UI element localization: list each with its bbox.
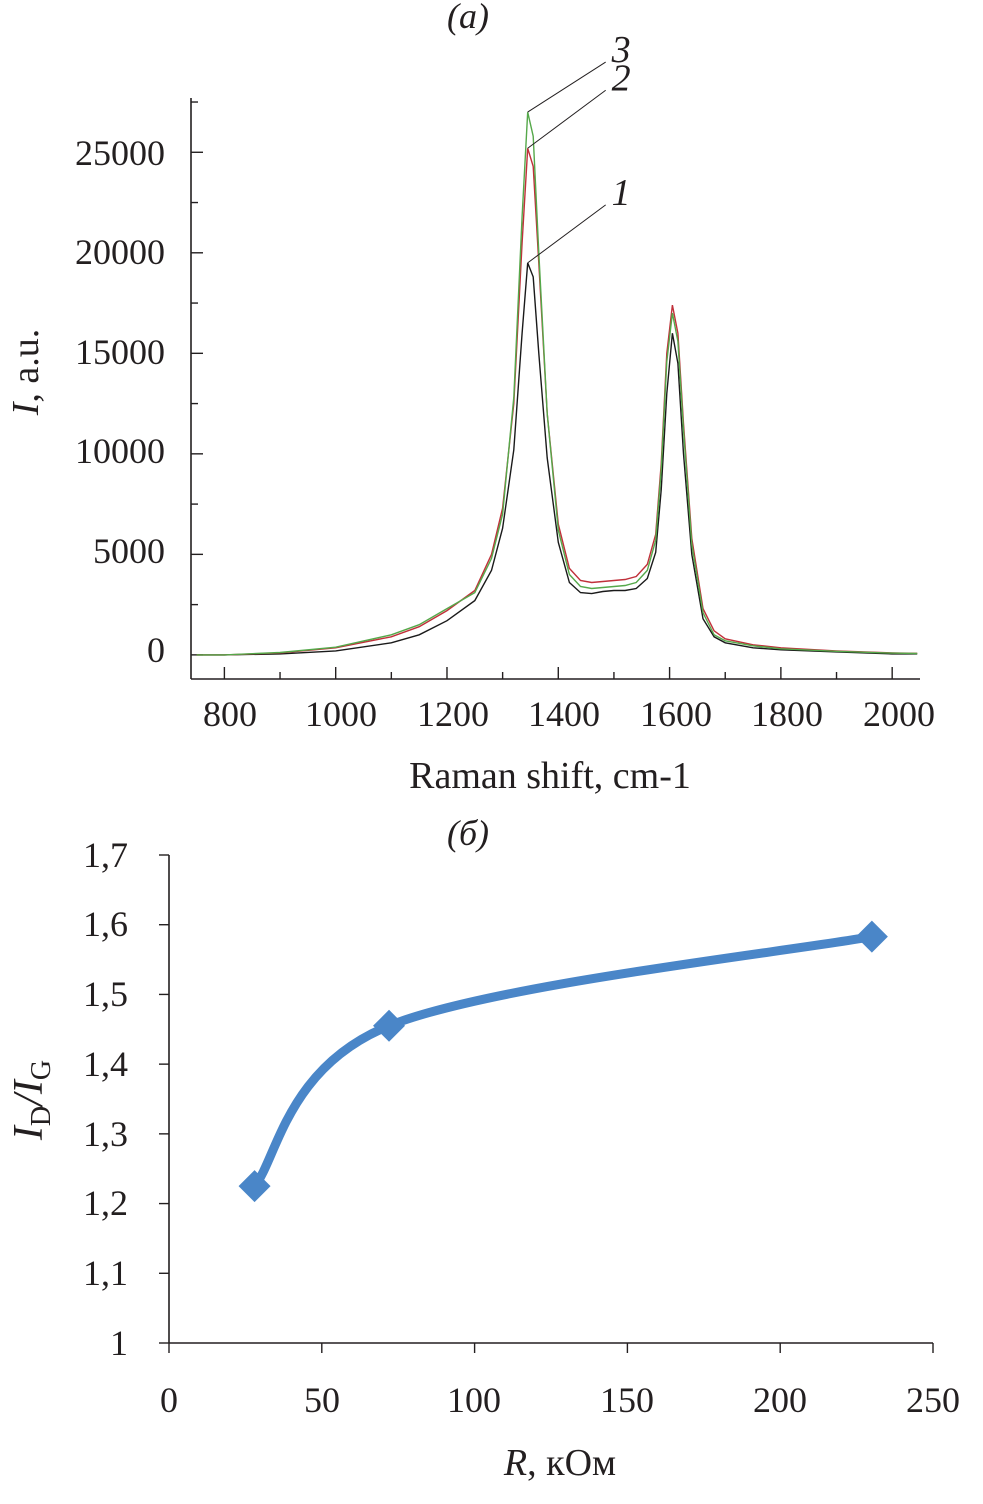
y-axis-title-unit: , a.u. [5, 329, 47, 403]
y-tick-label: 0 [147, 630, 165, 670]
data-point-marker [238, 1170, 271, 1203]
x-tick-label: 0 [160, 1380, 178, 1420]
series-line-3 [196, 111, 918, 656]
x-tick-label: 200 [753, 1380, 807, 1420]
x-tick-label: 1400 [528, 694, 600, 734]
y-axis-title-sub-d: D [26, 1106, 57, 1126]
y-tick-label: 20000 [75, 232, 165, 272]
series-label-leader-2 [527, 89, 606, 149]
series-label-3: 3 [611, 29, 631, 71]
y-tick-label: 25000 [75, 133, 165, 173]
y-axis-title-sub-g: G [26, 1060, 57, 1080]
plot-area [238, 920, 888, 1203]
x-tick-label: 150 [600, 1380, 654, 1420]
x-tick-label: 800 [203, 694, 257, 734]
x-tick-label: 250 [906, 1380, 960, 1420]
x-tick-label: 50 [304, 1380, 340, 1420]
series-label-1: 1 [612, 172, 631, 214]
x-tick-label: 1000 [305, 694, 377, 734]
panel-a: (a) 800 1000 1200 1400 1600 1800 2000 0 … [5, 0, 935, 797]
data-point-marker [373, 1009, 406, 1042]
y-tick-label: 15000 [75, 332, 165, 372]
y-axis-title-sep: /I [6, 1078, 52, 1108]
x-tick-label: 1200 [417, 694, 489, 734]
series-line-2 [196, 148, 918, 656]
y-tick-label: 1 [110, 1323, 128, 1363]
y-tick-label: 1,4 [83, 1044, 128, 1084]
series-line-1 [196, 262, 918, 656]
y-tick-label: 1,1 [83, 1253, 128, 1293]
tick-marks [191, 101, 893, 679]
tick-marks [159, 854, 934, 1353]
y-tick-label: 10000 [75, 431, 165, 471]
x-axis-title-unit: , кОм [527, 1442, 616, 1484]
y-tick-label: 1,7 [83, 835, 128, 875]
y-axis-title-i: I [6, 1124, 52, 1141]
x-tick-label: 1800 [751, 694, 823, 734]
y-tick-label: 1,6 [83, 904, 128, 944]
y-tick-label: 5000 [93, 531, 165, 571]
series-label-2: 2 [612, 57, 631, 99]
series-label-leader-1 [527, 204, 606, 264]
y-tick-label: 1,2 [83, 1183, 128, 1223]
x-tick-label: 1600 [640, 694, 712, 734]
y-axis-title-symbol: I [5, 400, 47, 416]
x-axis-title-symbol: R [503, 1442, 527, 1484]
data-point-marker [855, 920, 888, 953]
series-label-leader-3 [527, 61, 606, 113]
panel-a-label: (a) [447, 0, 489, 36]
panel-b-label: (б) [447, 813, 489, 853]
y-tick-label: 1,5 [83, 974, 128, 1014]
x-axis-title: R, кОм [503, 1442, 616, 1484]
x-tick-label: 100 [447, 1380, 501, 1420]
y-axis-title: ID/IG [6, 1060, 57, 1141]
x-axis-title: Raman shift, cm-1 [409, 755, 691, 797]
plot-area: 1 23 [196, 29, 918, 656]
y-tick-label: 1,3 [83, 1114, 128, 1154]
panel-b: (б) 0 50 100 150 200 250 1 1,1 1,2 1,3 1… [6, 813, 960, 1484]
y-axis-title: I, a.u. [5, 329, 47, 417]
x-tick-label: 2000 [863, 694, 935, 734]
ratio-line [250, 932, 877, 1191]
